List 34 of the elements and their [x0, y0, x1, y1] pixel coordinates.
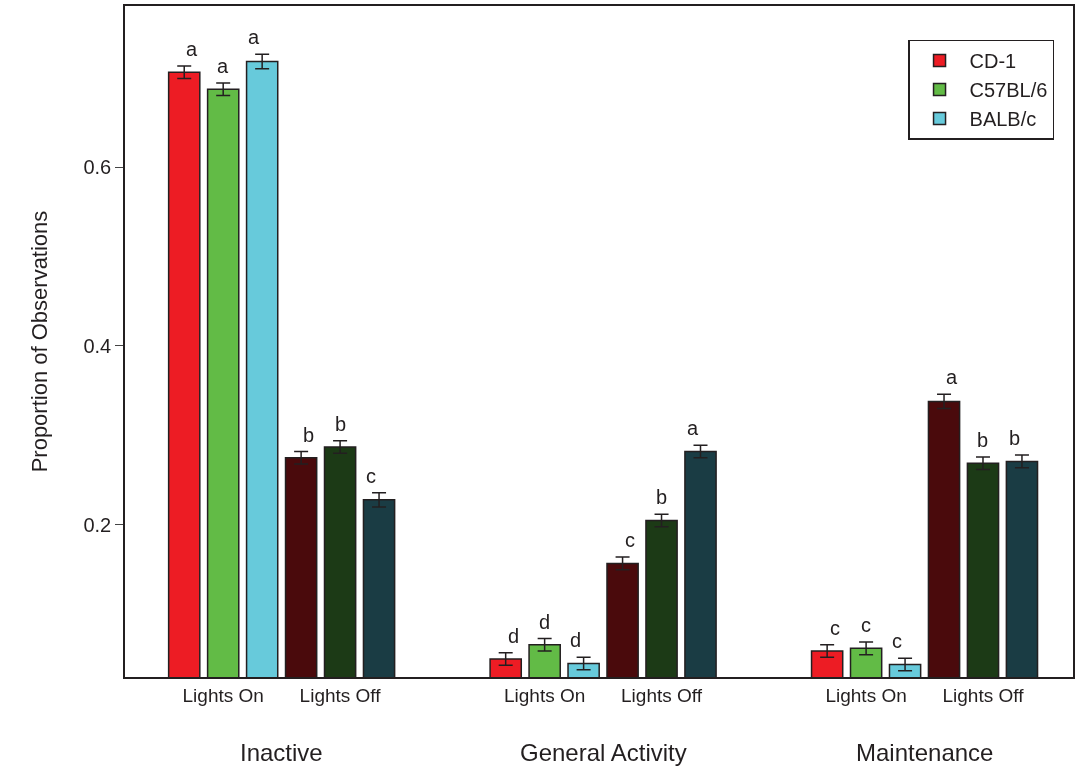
- x-tick-label: Lights Off: [621, 684, 703, 706]
- legend-label: C57BL/6: [969, 79, 1048, 102]
- y-tick-label: 0.2: [83, 513, 112, 536]
- text: General Activity: [520, 739, 687, 766]
- data-label: a: [248, 26, 260, 48]
- data-label: a: [946, 366, 958, 388]
- y-tick-label: 0.6: [83, 156, 112, 179]
- data-label: d: [539, 611, 551, 633]
- data-label: c: [861, 614, 871, 636]
- y-axis-title: Proportion of Observations: [26, 210, 52, 473]
- x-tick-label: Lights Off: [942, 684, 1025, 706]
- data-label: a: [217, 55, 229, 77]
- text: Maintenance: [856, 739, 994, 766]
- x-tick-label: Lights On: [503, 684, 586, 706]
- data-label: d: [570, 629, 582, 651]
- text: Inactive: [240, 739, 323, 766]
- data-label: b: [335, 413, 347, 435]
- data-label: b: [1009, 427, 1021, 449]
- data-label: b: [656, 486, 668, 508]
- data-label: c: [366, 465, 376, 487]
- data-label: c: [830, 617, 840, 639]
- legend-label: BALB/c: [969, 108, 1037, 131]
- data-label: c: [625, 529, 635, 551]
- data-label: b: [303, 424, 315, 446]
- data-label: a: [687, 417, 699, 439]
- data-label: a: [186, 38, 198, 60]
- data-label: c: [892, 630, 902, 652]
- x-tick-label: Lights On: [182, 684, 264, 706]
- data-label: b: [977, 429, 989, 451]
- x-tick-label: Lights Off: [299, 684, 382, 706]
- x-tick-label: Lights On: [825, 684, 907, 706]
- data-label: d: [508, 625, 520, 647]
- legend-label: CD-1: [969, 50, 1017, 73]
- y-tick-label: 0.4: [83, 334, 112, 357]
